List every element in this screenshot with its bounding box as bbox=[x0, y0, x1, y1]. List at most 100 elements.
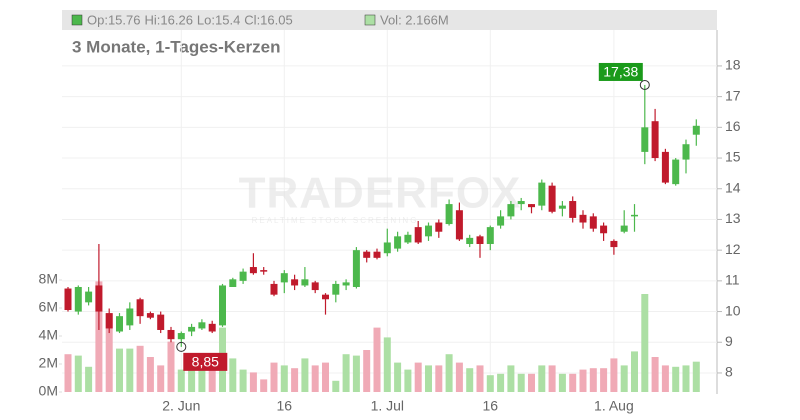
x-tick-label: 1. Jul bbox=[371, 398, 404, 414]
volume-bar bbox=[672, 366, 680, 392]
volume-bar bbox=[661, 365, 669, 392]
candle-body bbox=[116, 316, 123, 332]
volume-bar bbox=[260, 379, 268, 392]
volume-bar bbox=[188, 369, 196, 392]
candle-body bbox=[126, 308, 134, 326]
candle-body bbox=[517, 201, 525, 205]
candle-body bbox=[538, 182, 546, 206]
y-tick-label: 10 bbox=[725, 302, 741, 318]
candle-body bbox=[167, 329, 175, 340]
volume-bar bbox=[322, 362, 329, 392]
candle-body bbox=[497, 216, 505, 226]
candle-body bbox=[85, 291, 93, 303]
candle-body bbox=[383, 242, 391, 254]
volume-bar bbox=[651, 357, 659, 392]
volume-bar bbox=[579, 369, 587, 392]
candle-body bbox=[569, 201, 577, 218]
volume-bar bbox=[558, 373, 566, 392]
volume-bar bbox=[229, 358, 237, 392]
annotation-box bbox=[598, 62, 643, 81]
candle-body bbox=[198, 322, 206, 329]
volume-bar bbox=[631, 351, 638, 392]
candle-body bbox=[74, 286, 82, 312]
annotation-box bbox=[183, 352, 228, 371]
y2-tick-label: 2M bbox=[39, 355, 58, 371]
volume-bar bbox=[425, 365, 432, 392]
volume-bar bbox=[85, 366, 93, 392]
annotation-label: 17,38 bbox=[603, 64, 638, 80]
volume-bar bbox=[239, 369, 247, 392]
volume-bar bbox=[136, 345, 144, 392]
candle-body bbox=[239, 271, 247, 281]
candle-body bbox=[373, 251, 381, 258]
candle-body bbox=[558, 205, 566, 209]
candle-body bbox=[64, 288, 72, 311]
y2-tick-label: 0M bbox=[39, 383, 58, 399]
candle-body bbox=[589, 216, 597, 229]
watermark-tagline: REALTIME STOCK SCREENING bbox=[252, 216, 419, 225]
header-ohlc: Hi:16.26 bbox=[145, 12, 193, 27]
volume-bar bbox=[476, 365, 484, 392]
volume-bar bbox=[538, 365, 546, 392]
header-ohlc: Cl:16.05 bbox=[244, 12, 292, 27]
candle-body bbox=[270, 283, 278, 295]
volume-bar bbox=[455, 362, 463, 392]
candle-body bbox=[445, 204, 453, 225]
volume-bar bbox=[692, 361, 700, 392]
volume-bar bbox=[486, 375, 494, 392]
candle-body bbox=[95, 285, 103, 312]
candle-body bbox=[661, 151, 669, 183]
candle-body bbox=[342, 282, 350, 286]
y2-tick-label: 8M bbox=[39, 271, 58, 287]
y2-tick-label: 6M bbox=[39, 299, 58, 315]
volume-bar bbox=[95, 281, 103, 392]
volume-bar bbox=[610, 358, 618, 392]
volume-bar bbox=[620, 365, 628, 392]
watermark: TRADERFOX REALTIME STOCK SCREENING bbox=[239, 169, 522, 225]
candle-body bbox=[466, 237, 474, 245]
extreme-marker bbox=[176, 341, 187, 352]
y-tick-label: 14 bbox=[725, 179, 741, 195]
candle-body bbox=[631, 214, 638, 217]
candle-body bbox=[280, 273, 288, 283]
candle-body bbox=[435, 222, 443, 232]
volume-bar bbox=[517, 373, 525, 392]
volume-bar bbox=[507, 365, 515, 392]
volume-bar bbox=[641, 294, 649, 392]
volume-bar bbox=[383, 337, 391, 392]
volume-bar bbox=[74, 355, 82, 392]
candle-body bbox=[486, 227, 494, 245]
y2-tick-label: 4M bbox=[39, 327, 58, 343]
volume-bar bbox=[342, 354, 350, 392]
header-volume: Vol: 2.166M bbox=[380, 12, 449, 27]
volume-bar bbox=[528, 373, 535, 392]
candle-body bbox=[548, 185, 556, 212]
watermark-logo: TRADERFOX bbox=[239, 169, 522, 218]
header-ohlc: Lo:15.4 bbox=[197, 12, 240, 27]
candle-body bbox=[146, 313, 154, 318]
candle-body bbox=[352, 250, 360, 287]
volume-bar bbox=[394, 362, 402, 392]
y-tick-label: 9 bbox=[725, 333, 733, 349]
volume-bar bbox=[105, 313, 113, 392]
header-ohlc: Op:15.76 bbox=[87, 12, 141, 27]
candle-body bbox=[249, 267, 257, 274]
candle-body bbox=[219, 285, 226, 326]
subtitle: 3 Monate, 1-Tages-Kerzen bbox=[72, 37, 280, 56]
candle-body bbox=[651, 121, 659, 159]
volume-bar bbox=[249, 372, 257, 392]
volume-bar bbox=[116, 348, 123, 392]
annotation-label: 8,85 bbox=[192, 354, 219, 370]
x-tick-label: 16 bbox=[277, 398, 293, 414]
volume-bar bbox=[311, 365, 319, 392]
candle-body bbox=[105, 313, 113, 329]
candle-body bbox=[291, 279, 299, 286]
legend-swatch bbox=[71, 14, 83, 26]
volume-bar bbox=[126, 348, 134, 392]
volume-bar bbox=[280, 365, 288, 392]
candle-body bbox=[414, 227, 422, 243]
candle-body bbox=[157, 314, 165, 330]
volume-bar bbox=[363, 350, 371, 392]
volume-bar bbox=[589, 368, 597, 392]
candle-body bbox=[311, 282, 319, 291]
